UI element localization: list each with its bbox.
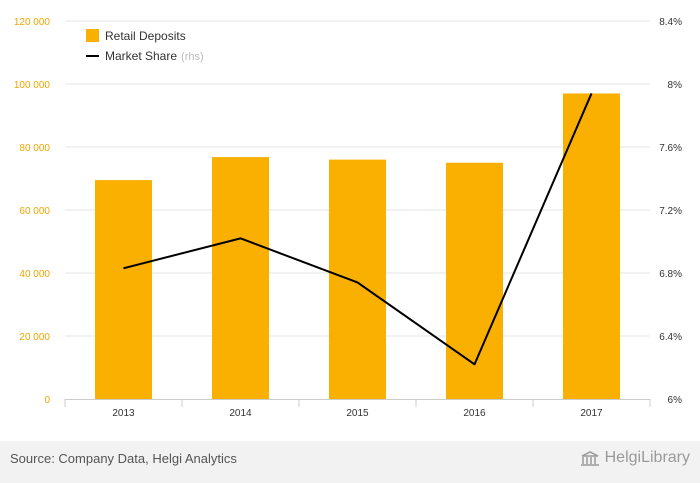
y-left-tick-label: 60 000	[19, 206, 50, 217]
y-left-tick-label: 120 000	[14, 17, 51, 28]
y-left-tick-label: 100 000	[14, 80, 51, 91]
x-tick-label-2015: 2015	[346, 408, 369, 419]
legend-label-retail-deposits: Retail Deposits	[105, 29, 186, 43]
legend-swatch-retail-deposits	[86, 29, 99, 42]
bar-2016	[446, 162, 503, 399]
bar-2017	[563, 93, 620, 399]
y-right-tick-label: 6.4%	[659, 332, 682, 343]
bar-2015	[329, 159, 386, 399]
y-right-tick-label: 8%	[668, 80, 683, 91]
y-left-tick-label: 80 000	[19, 143, 50, 154]
bar-2013	[95, 180, 152, 399]
y-right-tick-label: 6%	[668, 395, 683, 406]
chart: 0 20 000 40 000 60 000 80 000 100 000 120 000 6…	[14, 17, 683, 419]
bar-2014	[212, 157, 269, 399]
footer: Source: Company Data, Helgi Analytics He…	[0, 441, 700, 483]
x-tick-label-2013: 2013	[112, 408, 135, 419]
source-note: Source: Company Data, Helgi Analytics	[10, 451, 237, 466]
y-right-tick-label: 7.6%	[659, 143, 682, 154]
y-left-tick-label: 40 000	[19, 269, 50, 280]
brand-name: HelgiLibrary	[604, 449, 690, 466]
y-left-tick-label: 20 000	[19, 332, 50, 343]
y-right-tick-label: 6.8%	[659, 269, 682, 280]
x-tick-label-2014: 2014	[229, 408, 252, 419]
y-right-tick-label: 7.2%	[659, 206, 682, 217]
library-building-icon	[580, 451, 599, 466]
y-left-tick-label: 0	[44, 395, 50, 406]
legend-rhs-suffix: (rhs)	[181, 51, 204, 63]
legend-label-market-share: Market Share	[105, 49, 177, 63]
x-tick-label-2017: 2017	[580, 408, 603, 419]
brand-logo: HelgiLibrary	[580, 449, 690, 467]
y-right-tick-label: 8.4%	[659, 17, 682, 28]
x-tick-label-2016: 2016	[463, 408, 486, 419]
